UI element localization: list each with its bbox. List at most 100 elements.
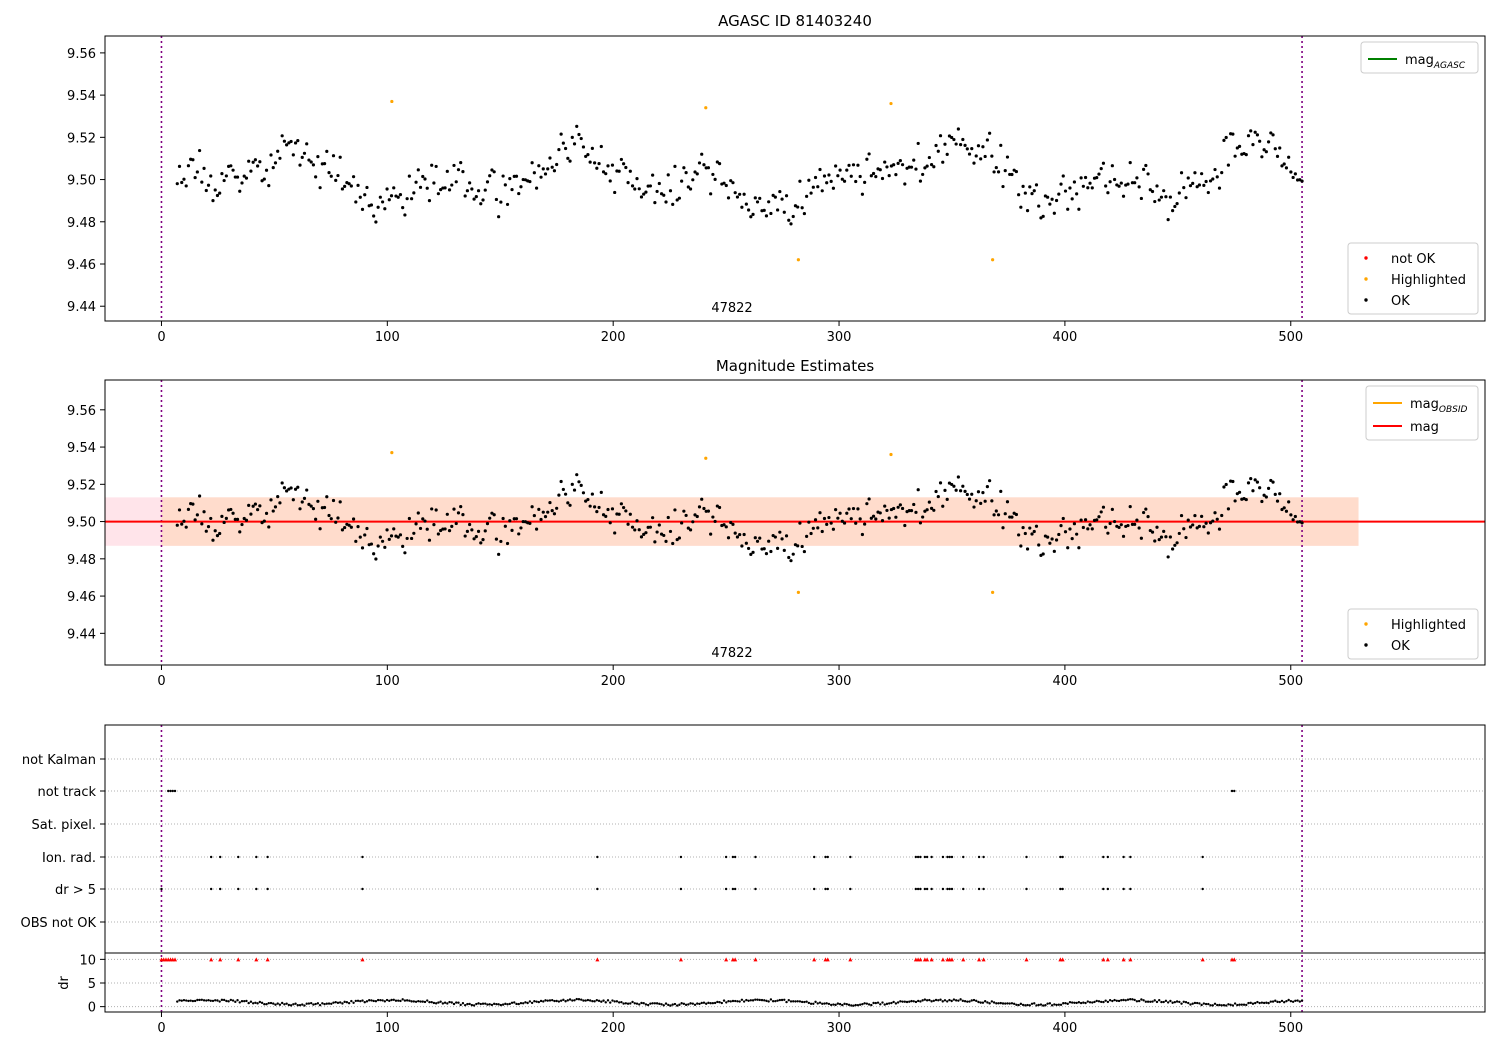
agasc-ok-point xyxy=(673,164,677,168)
flags-xtick-label: 0 xyxy=(157,1021,165,1036)
agasc-ok-point xyxy=(816,185,820,189)
magnitude-ok-point xyxy=(175,523,179,527)
agasc-ok-point xyxy=(450,183,454,187)
magnitude-ok-point xyxy=(1200,514,1204,518)
dr-point xyxy=(1180,1002,1183,1005)
magnitude-ok-point xyxy=(921,515,925,519)
dr-point xyxy=(1202,1002,1206,1005)
magnitude-ok-point xyxy=(896,505,900,509)
agasc-ok-point xyxy=(1222,138,1226,142)
agasc-ok-point xyxy=(642,192,646,196)
agasc-ok-point xyxy=(327,171,331,175)
agasc-ok-point xyxy=(325,149,329,153)
magnitude-ok-point xyxy=(664,539,668,543)
dr-point xyxy=(687,1003,690,1006)
agasc-ok-point xyxy=(314,175,318,179)
agasc-ok-point xyxy=(1253,130,1257,134)
dr-point xyxy=(1077,1001,1081,1004)
magnitude-ok-point xyxy=(813,518,818,522)
magnitude-ok-point xyxy=(869,516,873,520)
magnitude-ok-point xyxy=(555,506,559,510)
dr-point xyxy=(638,1003,641,1006)
agasc-ok-point xyxy=(331,154,336,158)
dr-point xyxy=(345,1001,349,1004)
dr-point xyxy=(334,1001,337,1004)
magnitude-ok-point xyxy=(825,522,829,526)
agasc-ok-point xyxy=(686,185,690,189)
magnitude-ok-point xyxy=(974,499,978,503)
agasc-ok-point xyxy=(1090,186,1094,190)
dr-point xyxy=(1247,1001,1250,1005)
magnitude-ok-point xyxy=(561,487,565,492)
agasc-ok-point xyxy=(941,160,945,164)
dr-point xyxy=(1140,998,1143,1001)
magnitude-ok-point xyxy=(1208,521,1213,525)
agasc-ok-point xyxy=(209,174,213,178)
flag-point xyxy=(1106,887,1110,891)
magnitude-ok-point xyxy=(365,526,369,531)
agasc-ok-point xyxy=(530,161,534,165)
flag-point xyxy=(1201,855,1204,859)
dr-point xyxy=(316,1002,320,1005)
magnitude-ok-point xyxy=(985,485,989,489)
dr-point xyxy=(327,1002,331,1005)
magnitude-ok-point xyxy=(492,513,496,517)
agasc-ok-point xyxy=(1204,179,1208,184)
dr-point xyxy=(792,1000,795,1003)
dr-point xyxy=(263,1002,266,1006)
dr-point xyxy=(1041,1004,1045,1007)
magnitude-legend-label: mag xyxy=(1410,420,1439,435)
dr-point xyxy=(412,1000,416,1003)
magnitude-ok-point xyxy=(356,525,360,529)
flags-xtick-label: 200 xyxy=(601,1021,626,1036)
magnitude-ok-point xyxy=(981,491,985,495)
dr-point xyxy=(1189,1003,1192,1006)
magnitude-ok-point xyxy=(1188,525,1193,529)
dr-point xyxy=(662,1004,665,1007)
magnitude-ok-point xyxy=(789,559,793,563)
dr-point xyxy=(751,999,755,1002)
agasc-ok-point xyxy=(1101,161,1106,165)
agasc-ok-point xyxy=(300,155,304,159)
dr-point xyxy=(756,998,759,1001)
magnitude-ok-point xyxy=(782,548,786,553)
agasc-ok-point xyxy=(273,161,278,165)
magnitude-ok-point xyxy=(606,507,610,512)
flag-point xyxy=(826,855,829,859)
magnitude-ok-point xyxy=(909,509,914,513)
dr-point xyxy=(763,999,766,1002)
agasc-panel-frame xyxy=(104,35,1486,322)
magnitude-ok-point xyxy=(597,505,601,510)
agasc-ok-point xyxy=(307,158,311,162)
agasc-ok-point xyxy=(854,179,858,184)
agasc-ok-point xyxy=(789,222,793,226)
magnitude-ok-point xyxy=(1010,515,1014,519)
dr-point xyxy=(934,998,938,1002)
agasc-ok-point xyxy=(898,159,902,163)
dr-point xyxy=(1253,1001,1257,1005)
agasc-ok-point xyxy=(825,181,829,185)
magnitude-ok-point xyxy=(1253,478,1257,482)
agasc-ok-point xyxy=(340,187,345,191)
dr-point xyxy=(428,1000,431,1004)
dr-point xyxy=(1276,1000,1279,1004)
dr-point xyxy=(854,1003,857,1007)
dr-clipped-marker xyxy=(733,957,738,962)
dr-point xyxy=(841,1003,844,1007)
dr-point xyxy=(622,1002,625,1005)
magnitude-ok-point xyxy=(476,529,481,533)
agasc-ok-point xyxy=(387,198,391,202)
magnitude-ok-point xyxy=(430,507,434,511)
agasc-ok-point xyxy=(827,173,831,177)
dr-point xyxy=(394,999,398,1002)
dr-point xyxy=(533,1000,536,1003)
dr-point xyxy=(1133,998,1136,1002)
agasc-ok-point xyxy=(664,200,668,204)
magnitude-ok-point xyxy=(767,539,771,543)
agasc-ok-point xyxy=(717,162,722,166)
magnitude-ok-point xyxy=(273,505,278,509)
agasc-ok-point xyxy=(1235,146,1239,150)
magnitude-ok-point xyxy=(537,507,541,511)
dr-point xyxy=(510,1001,514,1004)
dr-point xyxy=(1086,1000,1090,1003)
